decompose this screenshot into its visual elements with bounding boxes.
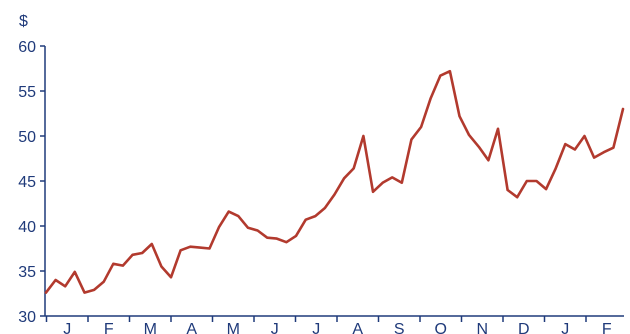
x-tick-label: J: [271, 321, 279, 334]
x-tick-label: J: [312, 321, 320, 334]
x-tick-label: F: [104, 321, 114, 334]
x-tick-label: M: [144, 321, 157, 334]
x-tick-label: O: [435, 321, 447, 334]
x-tick-label: M: [227, 321, 240, 334]
x-tick-label: A: [186, 321, 197, 334]
series-line: [44, 69, 625, 294]
x-tick-label: D: [518, 321, 530, 334]
x-tick-label: J: [63, 321, 71, 334]
x-tick-label: J: [561, 321, 569, 334]
y-tick-label: 60: [18, 39, 36, 56]
y-tick-label: 30: [18, 309, 36, 326]
y-tick-label: 55: [18, 84, 36, 101]
x-tick-label: N: [476, 321, 488, 334]
y-tick-label: 35: [18, 264, 36, 281]
y-tick-label: 45: [18, 174, 36, 191]
y-axis-ticks: 30 35 40 45 50 55 60: [18, 39, 45, 326]
y-axis-unit-label: $: [19, 13, 28, 30]
y-tick-label: 40: [18, 219, 36, 236]
y-tick-label: 50: [18, 129, 36, 146]
x-tick-label: F: [602, 321, 612, 334]
x-tick-label: S: [394, 321, 405, 334]
x-tick-label: A: [352, 321, 363, 334]
